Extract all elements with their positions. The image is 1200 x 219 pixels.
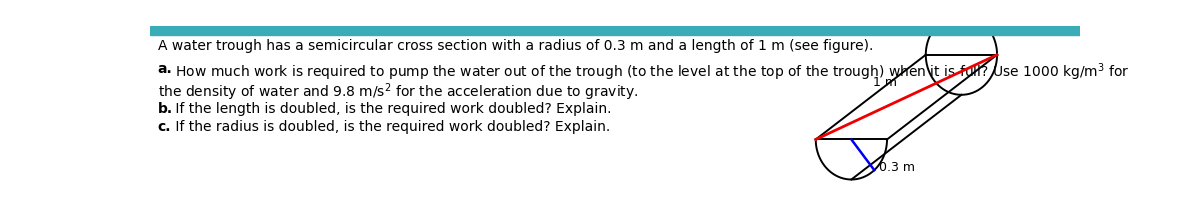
Text: the density of water and 9.8 m/s$^{2}$ for the acceleration due to gravity.: the density of water and 9.8 m/s$^{2}$ f… [157, 82, 638, 103]
Text: If the length is doubled, is the required work doubled? Explain.: If the length is doubled, is the require… [170, 102, 611, 116]
Text: 0.3 m: 0.3 m [878, 161, 914, 174]
Text: 1 m: 1 m [872, 76, 896, 89]
Bar [150, 26, 1080, 35]
Text: How much work is required to pump the water out of the trough (to the level at t: How much work is required to pump the wa… [170, 62, 1129, 83]
Text: A water trough has a semicircular cross section with a radius of 0.3 m and a len: A water trough has a semicircular cross … [157, 39, 874, 53]
Text: c.: c. [157, 120, 172, 134]
Text: a.: a. [157, 62, 173, 76]
Text: If the radius is doubled, is the required work doubled? Explain.: If the radius is doubled, is the require… [170, 120, 610, 134]
Text: b.: b. [157, 102, 173, 116]
